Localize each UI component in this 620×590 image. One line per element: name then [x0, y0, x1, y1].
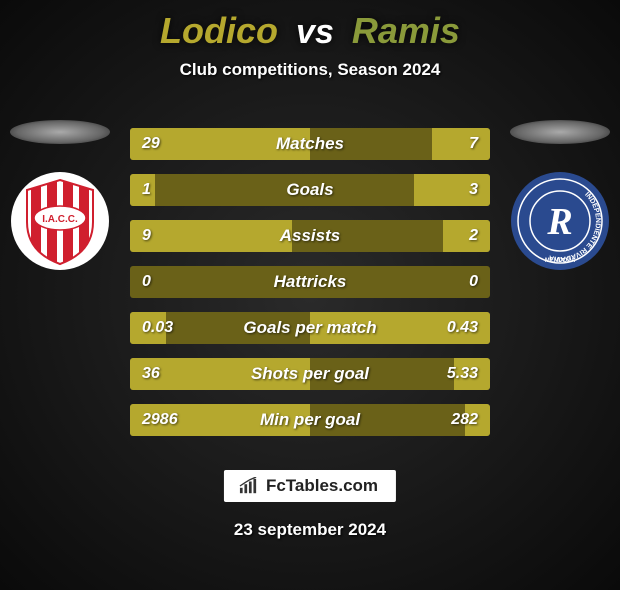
stat-label: Goals [130, 174, 490, 206]
team-right-area: INDEPENDIENTE RIVADAVIA MENDOZA R [500, 120, 620, 270]
stat-label: Goals per match [130, 312, 490, 344]
stat-right-value: 3 [469, 174, 478, 206]
subtitle: Club competitions, Season 2024 [0, 60, 620, 80]
shadow-ellipse [10, 120, 110, 144]
brand-text: FcTables.com [266, 476, 378, 496]
svg-text:MENDOZA: MENDOZA [545, 258, 576, 264]
stat-label: Min per goal [130, 404, 490, 436]
stat-right-value: 7 [469, 128, 478, 160]
stat-label: Assists [130, 220, 490, 252]
stat-right-value: 5.33 [447, 358, 478, 390]
stat-label: Hattricks [130, 266, 490, 298]
stat-right-value: 2 [469, 220, 478, 252]
svg-text:R: R [546, 201, 572, 243]
stat-right-value: 0 [469, 266, 478, 298]
stat-right-value: 282 [451, 404, 478, 436]
vs-text: vs [296, 13, 334, 51]
stat-bars: 29Matches7 1Goals3 9Assists2 0Hattricks0 0.0… [130, 128, 490, 450]
chart-icon [238, 477, 260, 495]
page-title: Lodico vs Ramis [0, 10, 620, 52]
shadow-ellipse [510, 120, 610, 144]
brand-badge: FcTables.com [224, 470, 396, 502]
stat-row: 0Hattricks0 [130, 266, 490, 298]
stat-right-value: 0.43 [447, 312, 478, 344]
stat-row: 1Goals3 [130, 174, 490, 206]
stat-label: Shots per goal [130, 358, 490, 390]
iacc-logo: I.A.C.C. [11, 172, 109, 270]
team-left-area: I.A.C.C. [0, 120, 120, 270]
stat-row: 0.03Goals per match0.43 [130, 312, 490, 344]
stat-label: Matches [130, 128, 490, 160]
stat-row: 2986Min per goal282 [130, 404, 490, 436]
player2-name: Ramis [352, 10, 460, 51]
stat-row: 9Assists2 [130, 220, 490, 252]
independiente-rivadavia-logo: INDEPENDIENTE RIVADAVIA MENDOZA R [511, 172, 609, 270]
player1-name: Lodico [160, 10, 278, 51]
svg-text:I.A.C.C.: I.A.C.C. [42, 214, 78, 225]
stat-row: 29Matches7 [130, 128, 490, 160]
date-text: 23 september 2024 [0, 520, 620, 540]
stat-row: 36Shots per goal5.33 [130, 358, 490, 390]
